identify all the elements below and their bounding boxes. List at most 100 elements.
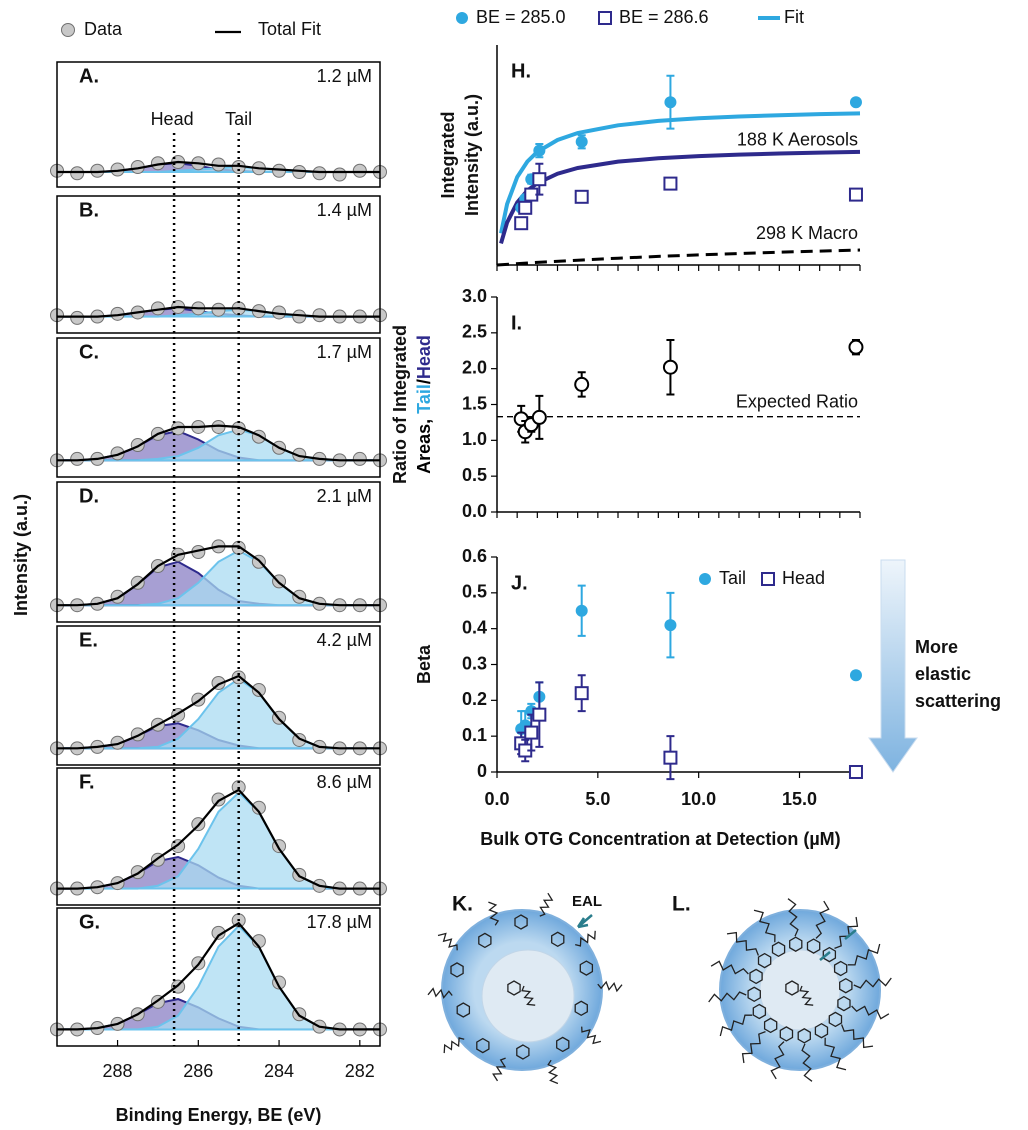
data-point [575, 604, 588, 617]
inner-core [481, 949, 575, 1043]
molecule-tail [488, 901, 500, 926]
y-axis-label: Ratio of Integrated [390, 325, 410, 484]
data-point [312, 166, 327, 181]
molecule-head [749, 968, 763, 985]
data-point [574, 189, 589, 204]
fit-line [499, 111, 861, 234]
y-axis-label: Beta [414, 644, 434, 684]
molecule-tail [547, 1059, 559, 1085]
molecule-tail [815, 900, 830, 939]
molecule-head [839, 977, 853, 994]
data-point [518, 200, 533, 215]
molecule-tail [726, 931, 760, 956]
marker-label: Head [151, 109, 194, 129]
data-point [849, 96, 862, 109]
x-tick-label: 15.0 [782, 789, 817, 809]
data-point [110, 589, 125, 604]
molecule-tail [787, 898, 799, 937]
x-tick-label: 0.0 [484, 789, 509, 809]
molecule-head [822, 946, 837, 963]
data-point [849, 669, 862, 682]
data-point [574, 686, 589, 701]
molecule-head [785, 980, 799, 996]
legend-marker [761, 572, 775, 586]
legend-label: Tail [719, 568, 746, 588]
molecule-head [556, 1036, 570, 1053]
fit-line [57, 305, 380, 318]
panel-border [56, 195, 381, 334]
molecule-head [833, 960, 848, 977]
data-point [664, 96, 677, 109]
y-axis-label: Integrated [438, 111, 458, 198]
y-axis-label: Intensity (a.u.) [11, 494, 31, 616]
marker-label: Tail [225, 109, 252, 129]
legend-label: Total Fit [258, 19, 321, 39]
scattering-arrow [868, 559, 918, 773]
panel-border [56, 61, 381, 188]
legend-label: BE = 285.0 [476, 7, 566, 27]
curve-label: 298 K Macro [756, 223, 858, 243]
molecule-tail [710, 960, 749, 975]
molecule-head [456, 1002, 471, 1018]
data-point [575, 135, 588, 148]
data-point [662, 359, 678, 375]
panel-border [56, 337, 381, 478]
y-tick-label: 1.5 [462, 393, 487, 413]
molecule-tail [719, 1014, 753, 1037]
x-tick-label: 288 [103, 1061, 133, 1081]
fit-line [57, 788, 380, 890]
data-point [524, 725, 539, 740]
molecule-head [771, 941, 786, 958]
panel-label: A. [79, 65, 99, 87]
molecule-head [476, 1037, 490, 1054]
data-point [70, 166, 85, 181]
legend-label: BE = 286.6 [619, 7, 709, 27]
y-tick-label: 0.1 [462, 725, 487, 745]
molecule-head [797, 1028, 811, 1044]
data-point [352, 163, 367, 178]
x-tick-label: 10.0 [681, 789, 716, 809]
molecule-head [806, 938, 821, 954]
molecule-tail [437, 932, 458, 951]
data-point [292, 447, 307, 462]
data-point [532, 172, 547, 187]
data-point [352, 451, 367, 466]
reference-label: Expected Ratio [736, 391, 858, 411]
molecule-tail [853, 977, 892, 989]
molecule-head [579, 960, 594, 976]
data-point [251, 800, 266, 815]
fit-line [57, 921, 380, 1031]
concentration: 4.2 µM [317, 630, 372, 650]
concentration: 1.4 µM [317, 200, 372, 220]
y-tick-label: 2.0 [462, 357, 487, 377]
panel-label: F. [79, 771, 95, 793]
y-tick-label: 0.2 [462, 689, 487, 709]
micelle-diagram [427, 892, 623, 1085]
molecule-head [450, 962, 464, 978]
molecule-head [514, 914, 528, 930]
molecule-tail [799, 985, 814, 1006]
fit-line [496, 248, 861, 267]
y-axis-label-part: Areas, [414, 414, 434, 474]
data-point [332, 167, 347, 182]
y-axis-label-part: Tail [414, 384, 434, 414]
molecule-tail [521, 985, 536, 1006]
molecule-head [507, 980, 521, 996]
data-point [251, 429, 266, 444]
fit-line [57, 424, 380, 462]
data-point [848, 187, 863, 202]
y-axis-label: Areas, Tail/Head [414, 335, 434, 474]
data-point [533, 144, 546, 157]
y-tick-label: 0.5 [462, 465, 487, 485]
arrow-text: More [915, 637, 958, 657]
arrow-text: elastic [915, 664, 971, 684]
curve-label: 188 K Aerosols [737, 129, 858, 149]
molecule-tail [708, 991, 747, 1003]
panel-label: J. [511, 572, 528, 594]
concentration: 2.1 µM [317, 486, 372, 506]
panel-label: G. [79, 911, 100, 933]
molecule-head [763, 1017, 778, 1034]
